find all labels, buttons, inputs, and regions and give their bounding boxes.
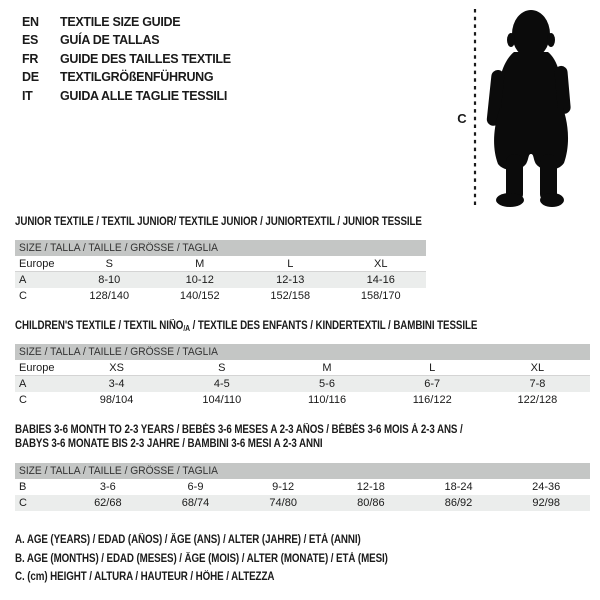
table-row-height: C 62/68 68/74 74/80 80/86 86/92 92/98: [15, 495, 590, 511]
subscript-a: /A: [183, 324, 190, 333]
value-cell: 7-8: [529, 378, 546, 390]
language-code: FR: [22, 51, 39, 66]
note-a: A. AGE (YEARS) / EDAD (AÑOS) / ÂGE (ANS)…: [15, 534, 361, 546]
language-title: GUIDA ALLE TAGLIE TESSILI: [60, 88, 228, 103]
value-cell: 128/140: [89, 290, 130, 302]
value-cell: 3-4: [108, 378, 125, 390]
value-cell: 12-18: [356, 481, 385, 493]
language-title: GUIDE DES TAILLES TEXTILE: [60, 51, 231, 66]
row-label: C: [19, 497, 27, 509]
section-heading-babies: BABIES 3-6 MONTH TO 2-3 YEARS / BEBÉS 3-…: [15, 424, 463, 450]
row-label: B: [19, 481, 27, 493]
table-row-height: C 128/140 140/152 152/158 158/170: [15, 288, 426, 304]
language-code: IT: [22, 88, 33, 103]
value-cell: 116/122: [412, 394, 452, 406]
section-heading-children: CHILDREN'S TEXTILE / TEXTIL NIÑO/A / TEX…: [15, 320, 478, 333]
size-col-header: XS: [109, 361, 124, 374]
row-label: C: [19, 290, 27, 302]
value-cell: 86/92: [444, 497, 473, 509]
value-cell: 62/68: [94, 497, 122, 509]
language-title: TEXTILGRÖßENFÜHRUNG: [60, 70, 214, 85]
baby-silhouette: [486, 10, 571, 207]
legend-notes: A. AGE (YEARS) / EDAD (AÑOS) / ÂGE (ANS)…: [15, 531, 454, 587]
value-cell: 152/158: [270, 290, 311, 302]
language-title: GUÍA DE TALLAS: [60, 33, 160, 48]
table-row-age: A 3-4 4-5 5-6 6-7 7-8: [15, 376, 590, 392]
value-cell: 98/104: [99, 394, 134, 406]
table-row-age: A 8-10 10-12 12-13 14-16: [15, 272, 426, 288]
language-row-es: ES GUÍA DE TALLAS: [22, 31, 231, 49]
size-col-header: M: [322, 361, 332, 374]
value-cell: 104/110: [202, 394, 242, 406]
value-cell: 9-12: [272, 481, 295, 493]
table-header-row: Europe S M L XL: [15, 256, 426, 272]
language-row-en: EN TEXTILE SIZE GUIDE: [22, 13, 231, 31]
row-label: A: [19, 378, 27, 390]
table-row-months: B 3-6 6-9 9-12 12-18 18-24 24-36: [15, 479, 590, 495]
value-cell: 92/98: [532, 497, 560, 509]
size-col-header: M: [195, 257, 205, 270]
value-cell: 18-24: [444, 481, 473, 493]
value-cell: 110/116: [307, 394, 347, 406]
language-code: EN: [22, 15, 39, 29]
note-c: C. (cm) HEIGHT / ALTURA / HAUTEUR / HÖHE…: [15, 571, 275, 584]
value-cell: 68/74: [181, 497, 210, 509]
size-col-header: S: [105, 257, 113, 270]
language-title: TEXTILE SIZE GUIDE: [60, 15, 181, 29]
value-cell: 158/170: [360, 290, 401, 302]
size-col-header: XL: [530, 361, 545, 374]
babies-size-table: SIZE / TALLA / TAILLE / GRÖSSE / TAGLIA …: [15, 463, 590, 511]
value-cell: 122/128: [517, 394, 558, 406]
value-cell: 14-16: [366, 274, 395, 286]
row-label: Europe: [19, 361, 55, 374]
row-label: Europe: [19, 257, 55, 270]
size-col-header: L: [429, 361, 436, 374]
junior-size-table: SIZE / TALLA / TAILLE / GRÖSSE / TAGLIA …: [15, 240, 426, 304]
language-code: ES: [22, 33, 39, 48]
value-cell: 12-13: [276, 274, 305, 286]
value-cell: 5-6: [319, 378, 335, 390]
size-col-header: S: [218, 361, 226, 374]
table-row-height: C 98/104 104/110 110/116 116/122 122/128: [15, 392, 590, 408]
section-heading-junior: JUNIOR TEXTILE / TEXTIL JUNIOR/ TEXTILE …: [15, 216, 422, 228]
row-label: C: [19, 394, 27, 406]
row-label: A: [19, 274, 27, 286]
language-row-de: DE TEXTILGRÖßENFÜHRUNG: [22, 68, 231, 86]
size-bar: SIZE / TALLA / TAILLE / GRÖSSE / TAGLIA: [15, 463, 590, 479]
baby-silhouette-figure: C: [457, 9, 571, 207]
size-bar: SIZE / TALLA / TAILLE / GRÖSSE / TAGLIA: [15, 240, 426, 256]
value-cell: 6-7: [424, 378, 441, 390]
value-cell: 140/152: [179, 290, 220, 302]
value-cell: 10-12: [185, 274, 214, 286]
size-bar: SIZE / TALLA / TAILLE / GRÖSSE / TAGLIA: [15, 344, 590, 360]
value-cell: 80/86: [357, 497, 385, 509]
value-cell: 6-9: [187, 481, 204, 493]
language-list: EN TEXTILE SIZE GUIDE ES GUÍA DE TALLAS …: [22, 13, 231, 105]
size-col-header: L: [287, 257, 294, 270]
language-row-fr: FR GUIDE DES TAILLES TEXTILE: [22, 50, 231, 68]
note-b: B. AGE (MONTHS) / EDAD (MESES) / ÂGE (MO…: [15, 552, 388, 565]
table-header-row: Europe XS S M L XL: [15, 360, 590, 376]
language-row-it: IT GUIDA ALLE TAGLIE TESSILI: [22, 87, 231, 105]
children-size-table: SIZE / TALLA / TAILLE / GRÖSSE / TAGLIA …: [15, 344, 590, 408]
language-code: DE: [22, 70, 39, 85]
height-label: C: [457, 111, 467, 126]
value-cell: 74/80: [269, 497, 297, 509]
value-cell: 3-6: [99, 481, 116, 493]
value-cell: 24-36: [532, 481, 561, 493]
value-cell: 4-5: [213, 378, 230, 390]
size-col-header: XL: [374, 257, 388, 270]
value-cell: 8-10: [98, 274, 121, 286]
